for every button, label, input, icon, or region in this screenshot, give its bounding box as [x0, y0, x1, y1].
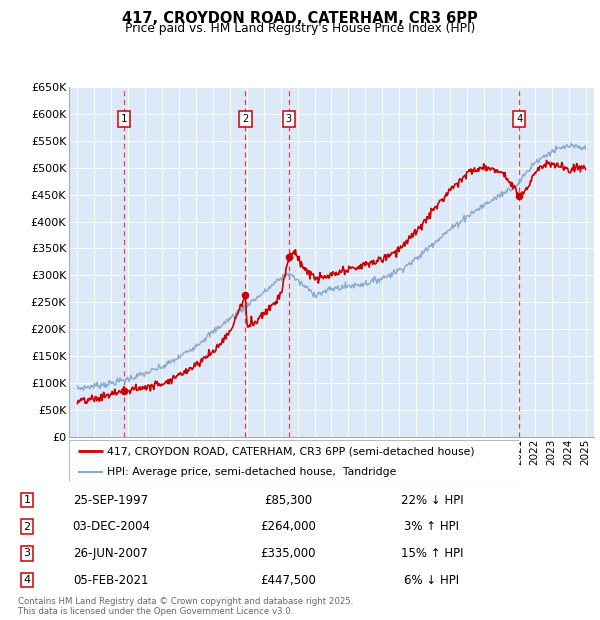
- Text: 26-JUN-2007: 26-JUN-2007: [74, 547, 148, 560]
- Text: £85,300: £85,300: [264, 494, 312, 507]
- Text: 3: 3: [23, 548, 31, 559]
- Text: 4: 4: [23, 575, 31, 585]
- Text: 6% ↓ HPI: 6% ↓ HPI: [404, 574, 460, 587]
- Text: 15% ↑ HPI: 15% ↑ HPI: [401, 547, 463, 560]
- Text: 2: 2: [242, 114, 248, 124]
- Text: This data is licensed under the Open Government Licence v3.0.: This data is licensed under the Open Gov…: [18, 606, 293, 616]
- Text: HPI: Average price, semi-detached house,  Tandridge: HPI: Average price, semi-detached house,…: [107, 467, 397, 477]
- Text: 417, CROYDON ROAD, CATERHAM, CR3 6PP (semi-detached house): 417, CROYDON ROAD, CATERHAM, CR3 6PP (se…: [107, 446, 475, 456]
- Text: 1: 1: [121, 114, 127, 124]
- Text: 4: 4: [516, 114, 523, 124]
- Text: 22% ↓ HPI: 22% ↓ HPI: [401, 494, 463, 507]
- Text: 1: 1: [23, 495, 31, 505]
- Text: 3% ↑ HPI: 3% ↑ HPI: [404, 520, 460, 533]
- Text: 2: 2: [23, 521, 31, 532]
- Text: £447,500: £447,500: [260, 574, 316, 587]
- Text: £264,000: £264,000: [260, 520, 316, 533]
- Text: 03-DEC-2004: 03-DEC-2004: [72, 520, 150, 533]
- Text: £335,000: £335,000: [260, 547, 316, 560]
- Text: Contains HM Land Registry data © Crown copyright and database right 2025.: Contains HM Land Registry data © Crown c…: [18, 597, 353, 606]
- Text: 05-FEB-2021: 05-FEB-2021: [73, 574, 149, 587]
- Text: Price paid vs. HM Land Registry's House Price Index (HPI): Price paid vs. HM Land Registry's House …: [125, 22, 475, 35]
- Text: 3: 3: [286, 114, 292, 124]
- Text: 417, CROYDON ROAD, CATERHAM, CR3 6PP: 417, CROYDON ROAD, CATERHAM, CR3 6PP: [122, 11, 478, 26]
- Text: 25-SEP-1997: 25-SEP-1997: [73, 494, 149, 507]
